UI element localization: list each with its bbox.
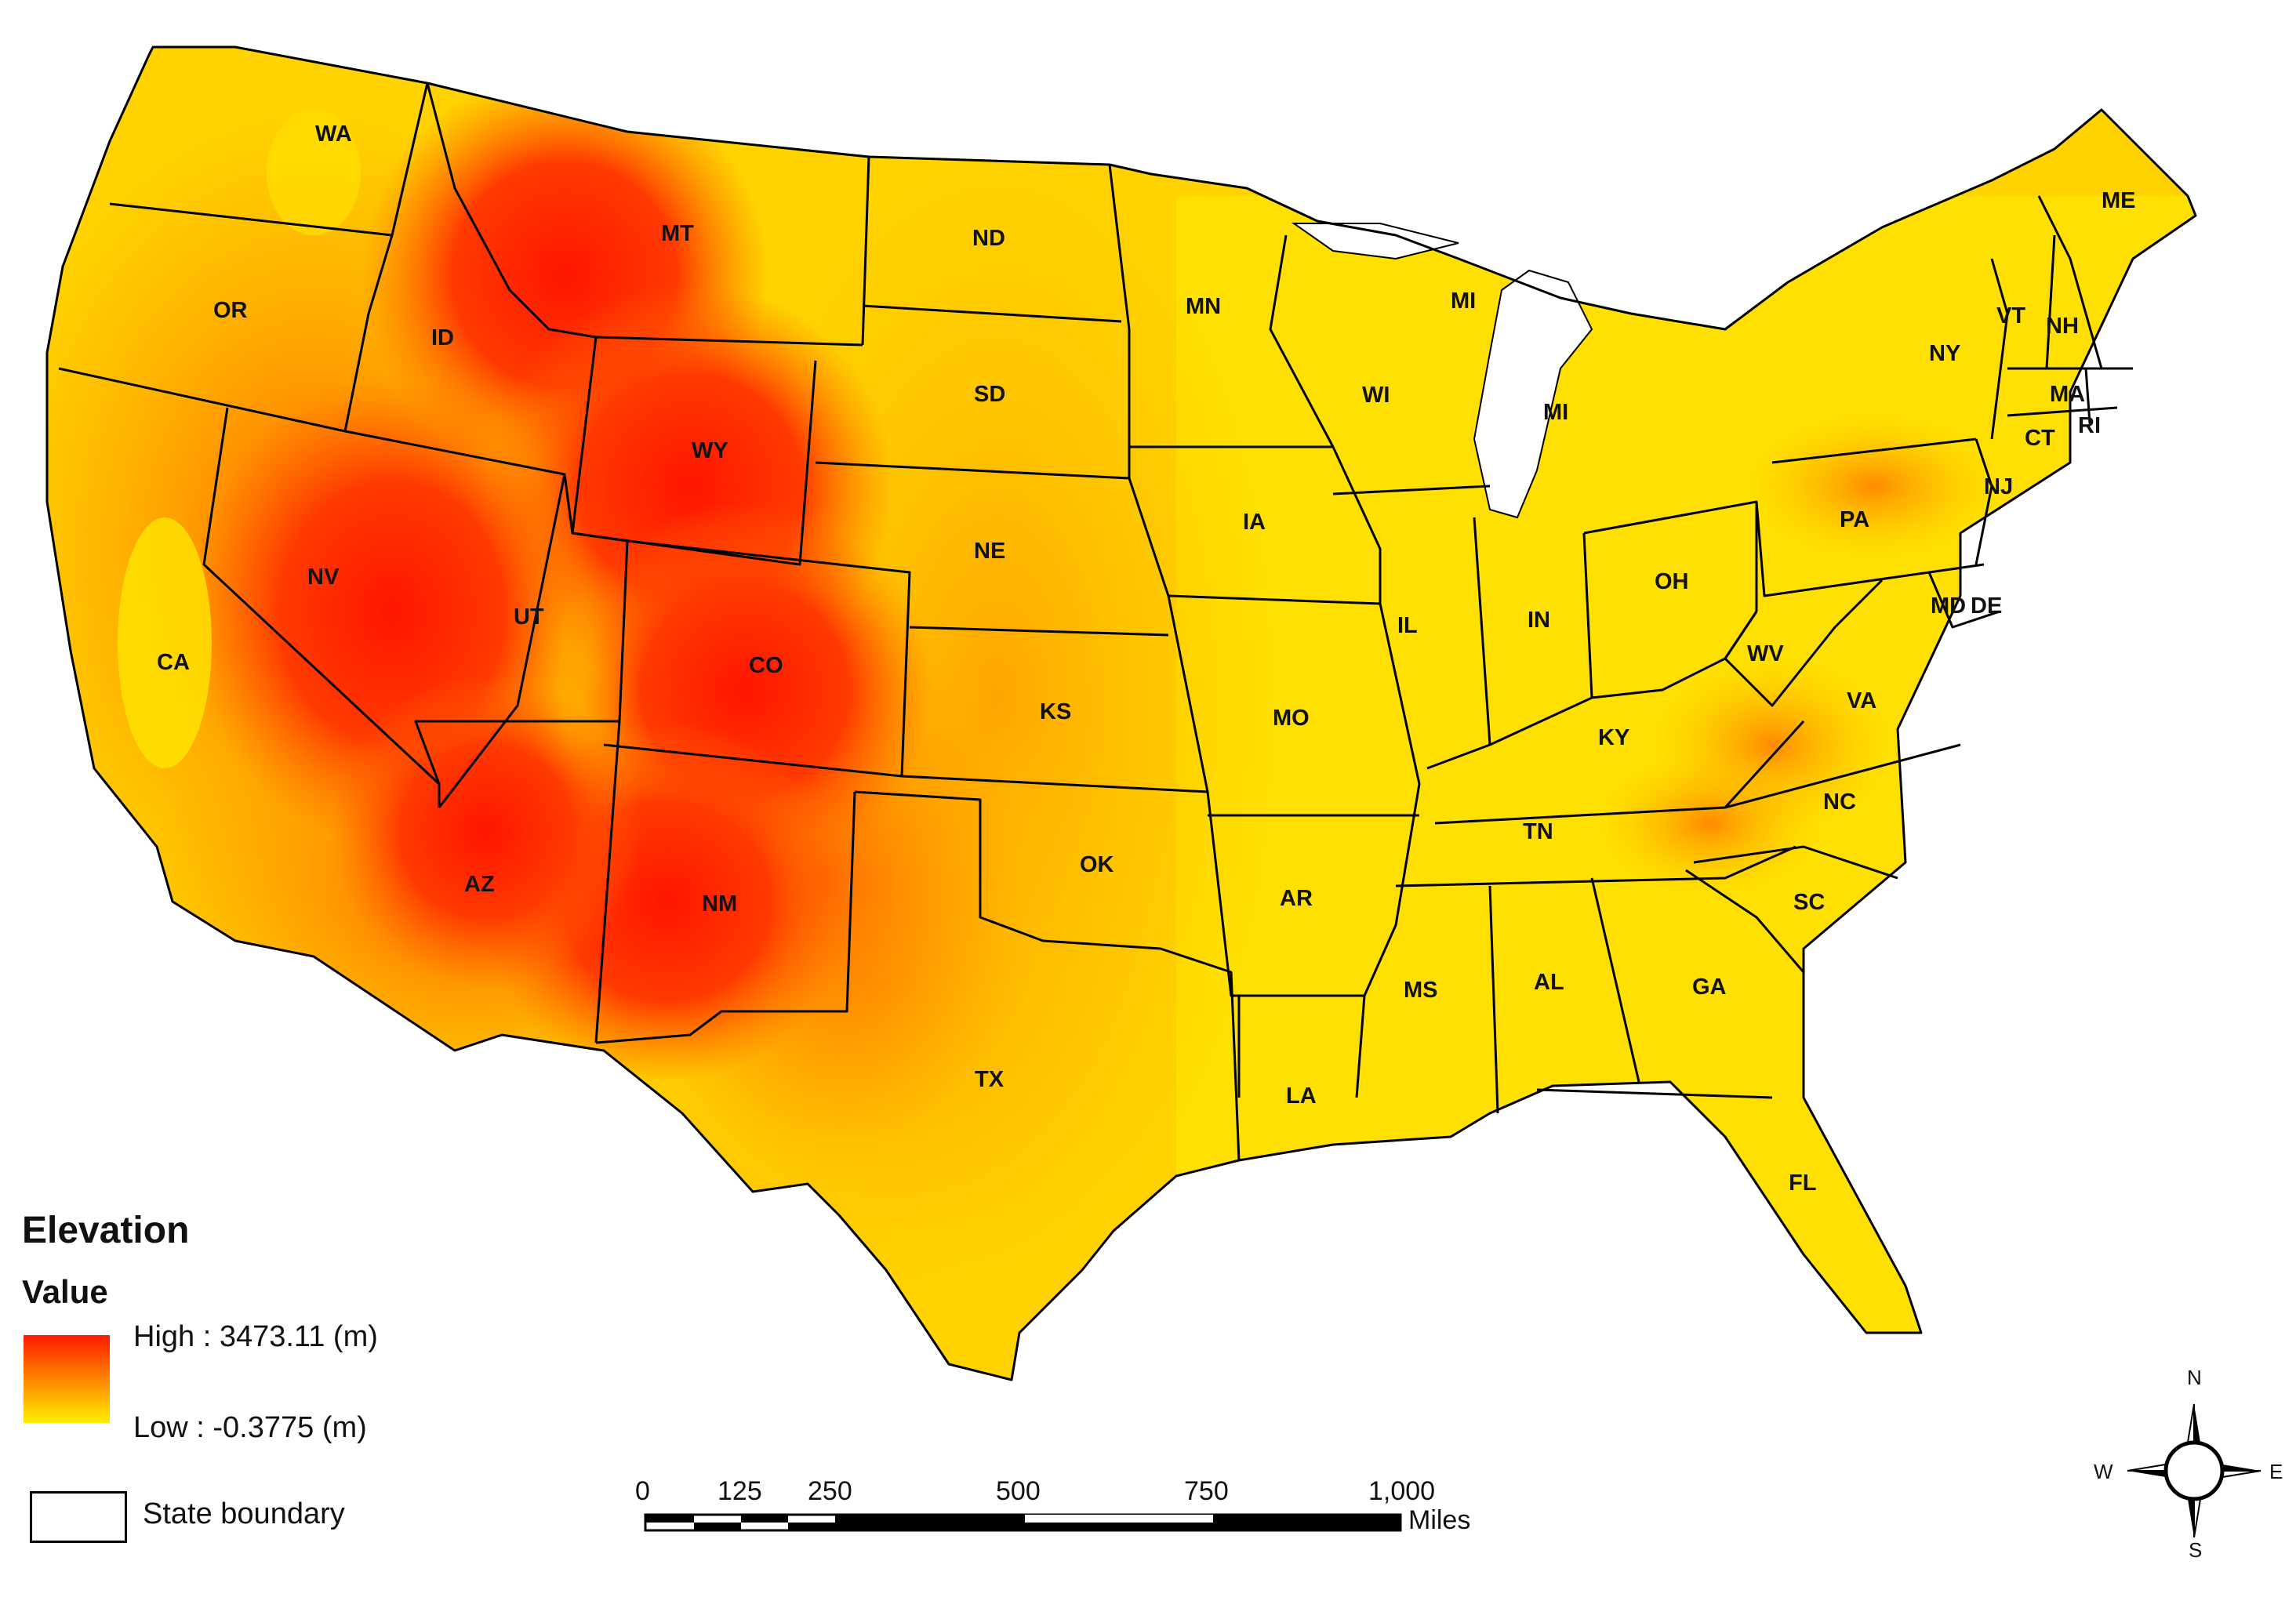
state-label-vt: VT	[1996, 303, 2025, 328]
legend-low-label: Low : -0.3775 (m)	[133, 1411, 367, 1444]
scale-tick-750: 750	[1184, 1476, 1229, 1506]
state-label-ky: KY	[1598, 725, 1629, 750]
state-label-ma: MA	[2050, 382, 2085, 407]
state-label-me: ME	[2102, 188, 2136, 213]
north-label-n: N	[2187, 1366, 2202, 1389]
state-label-tx: TX	[975, 1067, 1004, 1092]
state-label-nv: NV	[307, 564, 340, 590]
state-label-sc: SC	[1793, 890, 1825, 915]
state-label-nj: NJ	[1984, 474, 2013, 499]
state-label-al: AL	[1534, 970, 1564, 995]
state-label-va: VA	[1847, 688, 1876, 713]
legend-boundary-label: State boundary	[143, 1497, 345, 1530]
legend-high-label: High : 3473.11 (m)	[133, 1320, 378, 1353]
scale-tick-250: 250	[808, 1476, 852, 1506]
scale-tick-1000: 1,000	[1368, 1476, 1435, 1506]
state-label-mi-lower: MI	[1543, 400, 1568, 425]
state-label-md: MD	[1931, 593, 1966, 619]
state-label-oh: OH	[1655, 569, 1689, 594]
scale-tick-500: 500	[996, 1476, 1041, 1506]
scale-tick-0: 0	[635, 1476, 650, 1506]
state-label-ok: OK	[1080, 852, 1114, 877]
scale-unit: Miles	[1408, 1505, 1470, 1535]
state-label-az: AZ	[464, 872, 495, 897]
state-label-sd: SD	[974, 382, 1005, 407]
state-label-nh: NH	[2046, 314, 2079, 339]
state-label-pa: PA	[1840, 507, 1869, 532]
state-label-nd: ND	[972, 226, 1005, 251]
state-label-or: OR	[213, 298, 248, 323]
state-label-co: CO	[749, 653, 783, 678]
state-label-tn: TN	[1523, 819, 1553, 844]
legend-color-ramp	[24, 1335, 110, 1423]
state-label-wa: WA	[315, 122, 352, 147]
state-label-ut: UT	[514, 604, 544, 630]
state-label-id: ID	[431, 325, 454, 350]
state-label-ny: NY	[1929, 341, 1960, 366]
country-outline	[45, 45, 2197, 1381]
lake-superior	[1291, 223, 1459, 260]
state-label-ks: KS	[1040, 699, 1071, 724]
state-label-nc: NC	[1823, 789, 1856, 815]
state-label-wy: WY	[692, 438, 728, 463]
state-labels: WA OR CA ID NV MT WY UT AZ CO NM ND SD N…	[157, 122, 2136, 1196]
state-label-mt: MT	[661, 221, 694, 246]
state-label-ri: RI	[2078, 413, 2101, 438]
state-label-wi: WI	[1362, 383, 1390, 408]
state-label-ct: CT	[2025, 426, 2055, 451]
north-label-s: S	[2189, 1538, 2202, 1562]
state-label-fl: FL	[1789, 1171, 1816, 1196]
state-label-nm: NM	[702, 891, 737, 916]
north-label-w: W	[2094, 1460, 2113, 1483]
state-label-la: LA	[1286, 1083, 1317, 1109]
north-label-e: E	[2269, 1460, 2283, 1483]
state-label-wv: WV	[1747, 641, 1784, 666]
state-label-de: DE	[1971, 593, 2002, 619]
state-label-mo: MO	[1273, 706, 1310, 731]
state-label-mn: MN	[1186, 294, 1221, 319]
state-label-ga: GA	[1692, 975, 1727, 1000]
legend-subtitle: Value	[22, 1273, 108, 1310]
state-boundaries	[58, 82, 2133, 1161]
legend-boundary-swatch	[30, 1491, 127, 1543]
legend-title: Elevation	[22, 1210, 190, 1251]
state-label-ca: CA	[157, 650, 190, 675]
state-label-il: IL	[1397, 613, 1418, 638]
state-label-ia: IA	[1243, 510, 1266, 535]
state-label-ne: NE	[974, 539, 1005, 564]
state-label-ar: AR	[1280, 886, 1313, 911]
state-label-in: IN	[1528, 608, 1550, 633]
scale-tick-125: 125	[718, 1476, 762, 1506]
scale-bar: 0 125 250 500 750 1,000 Miles	[635, 1476, 1470, 1535]
state-label-ms: MS	[1404, 978, 1438, 1003]
state-label-mi-upper: MI	[1451, 289, 1476, 314]
lake-michigan	[1473, 269, 1593, 519]
north-arrow: N S E W	[2094, 1366, 2283, 1562]
